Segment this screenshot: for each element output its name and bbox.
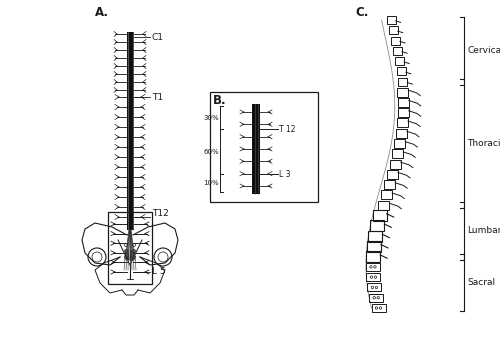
Bar	[368, 284, 382, 292]
Bar	[370, 220, 384, 231]
Bar	[372, 210, 386, 221]
Bar	[126, 32, 134, 230]
Bar	[366, 273, 380, 281]
Bar	[369, 294, 383, 302]
Bar	[108, 212, 152, 284]
Bar	[367, 241, 381, 252]
Bar	[378, 201, 390, 210]
Text: A.: A.	[95, 6, 109, 19]
Bar	[366, 263, 380, 271]
Bar	[381, 190, 392, 199]
Bar	[393, 47, 402, 55]
Text: L 5: L 5	[152, 267, 166, 276]
Bar	[397, 118, 408, 127]
Bar	[398, 88, 408, 97]
Bar	[368, 231, 382, 241]
Bar	[392, 149, 403, 158]
Text: C.: C.	[355, 6, 368, 19]
Text: B.: B.	[213, 94, 226, 107]
Bar	[386, 16, 396, 24]
Text: T1: T1	[152, 92, 163, 102]
Text: 60%: 60%	[204, 149, 219, 155]
Text: T12: T12	[152, 209, 169, 217]
Bar	[252, 104, 260, 194]
Text: C1: C1	[152, 33, 164, 42]
Bar	[398, 98, 408, 107]
Bar	[388, 26, 398, 34]
Text: T 12: T 12	[279, 125, 295, 134]
Bar	[210, 92, 318, 202]
Bar	[391, 36, 400, 44]
Bar	[394, 139, 406, 148]
Bar	[366, 251, 380, 262]
Text: Sacral: Sacral	[467, 278, 495, 287]
Bar	[398, 108, 408, 117]
Bar	[398, 78, 407, 86]
Text: Lumbar: Lumbar	[467, 226, 500, 235]
Bar	[395, 57, 404, 65]
Bar	[387, 170, 398, 179]
Text: 30%: 30%	[204, 114, 219, 121]
Bar	[397, 68, 406, 76]
Bar	[396, 129, 407, 138]
Text: Thoracic: Thoracic	[467, 139, 500, 148]
Text: L 3: L 3	[279, 170, 290, 179]
Bar	[390, 160, 400, 168]
Text: Cervical: Cervical	[467, 46, 500, 55]
Text: 10%: 10%	[204, 180, 219, 186]
Bar	[372, 304, 386, 312]
Bar	[384, 180, 395, 189]
